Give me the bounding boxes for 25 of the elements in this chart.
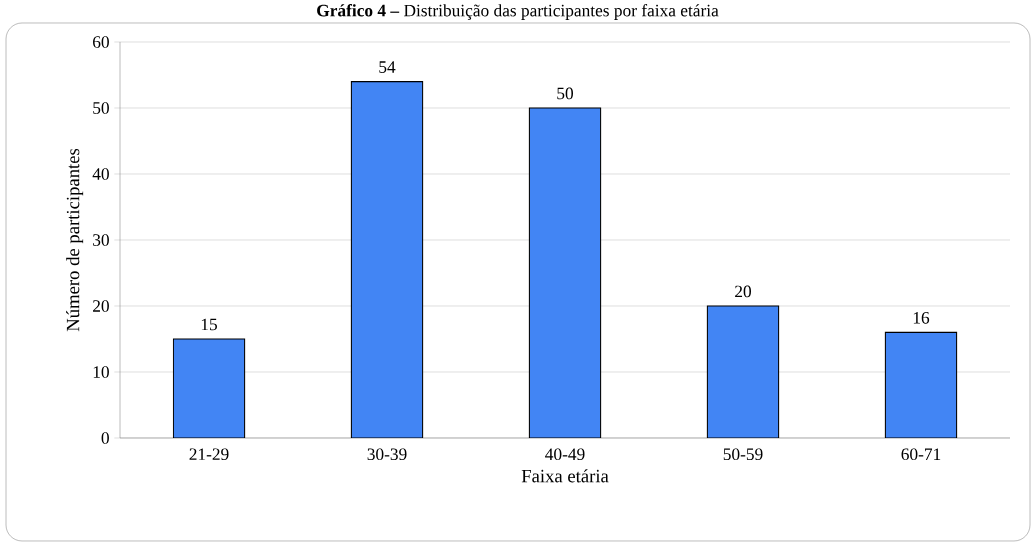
y-tick-label: 0 [101,432,109,444]
bar [528,107,602,438]
bar [884,331,958,438]
y-tick-label: 30 [93,234,109,246]
x-tick-label: 60-71 [901,448,941,461]
y-tick-label: 50 [93,102,109,114]
x-axis-title: Faixa etária [521,469,609,483]
x-tick-label: 40-49 [545,448,585,461]
y-tick-label: 60 [93,36,109,48]
y-tick-label: 20 [93,300,109,312]
data-label: 16 [913,312,930,324]
x-tick-label: 50-59 [723,448,763,461]
data-label: 50 [557,87,574,100]
bar [172,338,246,438]
x-tick-label: 21-29 [189,448,229,461]
bar [350,81,424,438]
y-axis-title: Número de participantes [66,148,84,332]
y-tick-label: 10 [93,366,109,378]
data-label: 20 [735,285,752,298]
data-label: 54 [379,61,396,73]
bar [706,305,780,438]
chart-title: Gráfico 4 – Distribuição das participantes por faixa etária [317,4,719,20]
data-label: 15 [201,318,217,331]
x-tick-label: 30-39 [367,448,407,461]
y-tick-label: 40 [92,168,109,180]
